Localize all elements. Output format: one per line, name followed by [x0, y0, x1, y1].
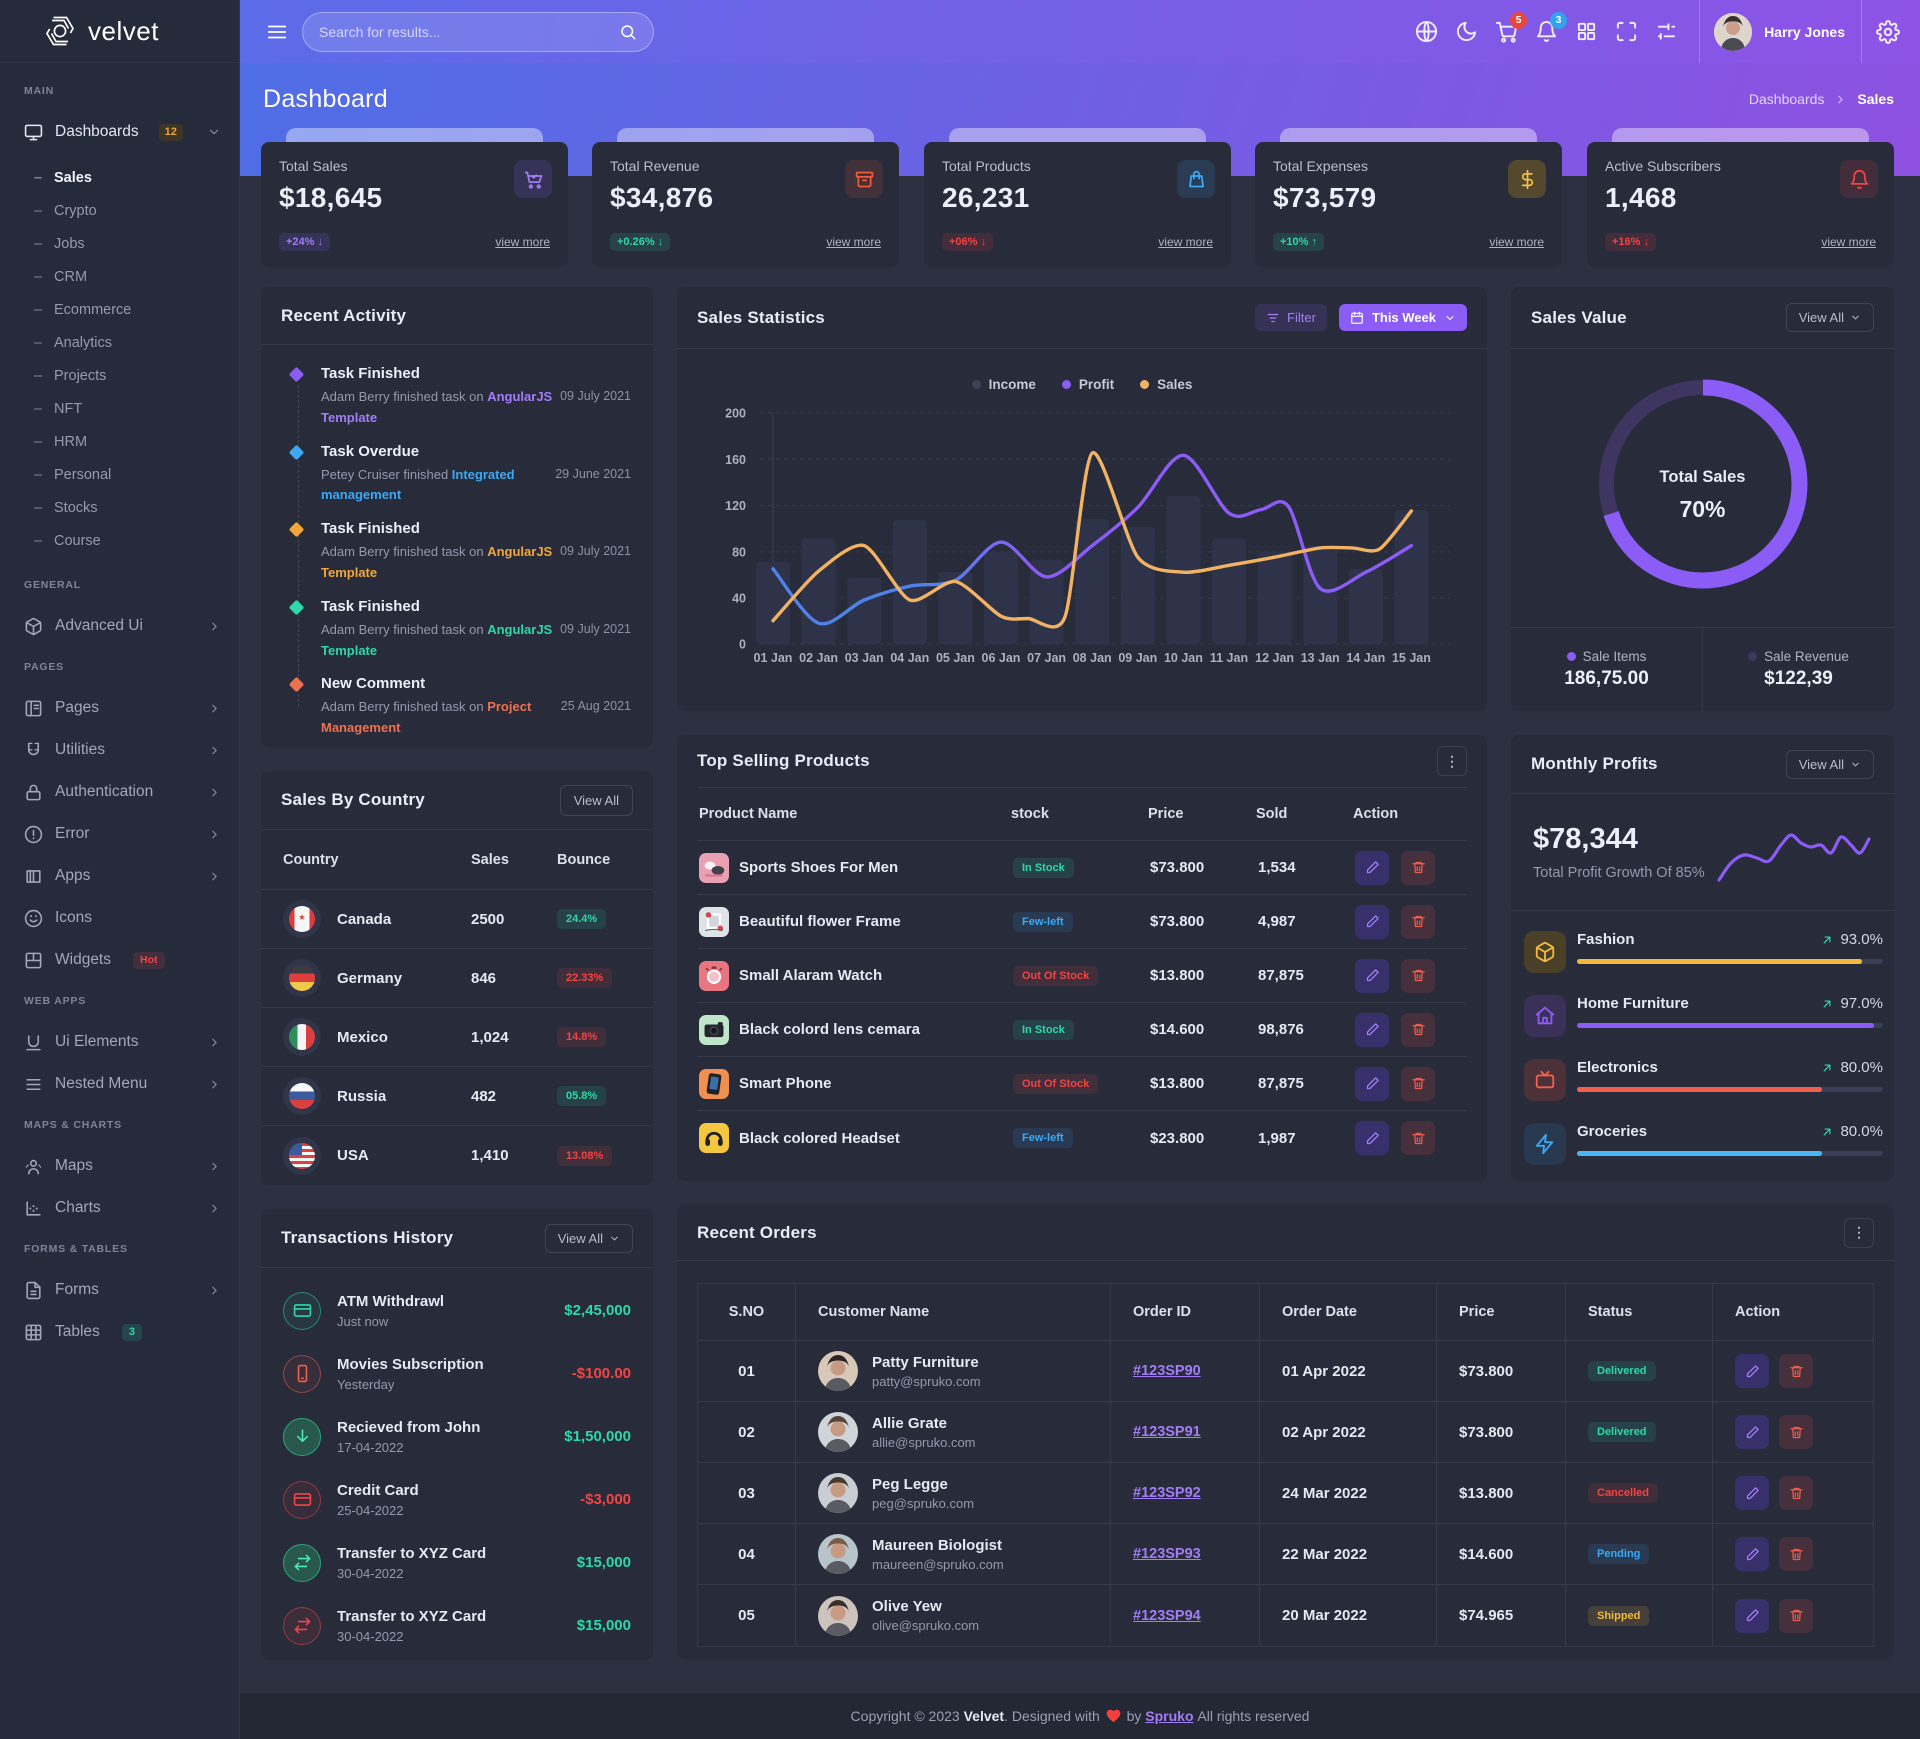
svg-text:09 Jan: 09 Jan — [1118, 651, 1157, 665]
svg-text:11 Jan: 11 Jan — [1210, 651, 1248, 665]
svg-text:03 Jan: 03 Jan — [845, 651, 884, 665]
svg-text:160: 160 — [725, 453, 746, 467]
svg-text:01 Jan: 01 Jan — [754, 651, 793, 665]
svg-text:15 Jan: 15 Jan — [1392, 651, 1431, 665]
svg-text:06 Jan: 06 Jan — [982, 651, 1021, 665]
svg-text:0: 0 — [739, 638, 746, 652]
svg-text:12 Jan: 12 Jan — [1255, 651, 1294, 665]
svg-text:04 Jan: 04 Jan — [890, 651, 929, 665]
svg-text:120: 120 — [725, 499, 746, 513]
svg-text:08 Jan: 08 Jan — [1073, 651, 1112, 665]
svg-text:05 Jan: 05 Jan — [936, 651, 975, 665]
svg-text:14 Jan: 14 Jan — [1346, 651, 1385, 665]
svg-text:200: 200 — [725, 407, 746, 421]
svg-text:10 Jan: 10 Jan — [1164, 651, 1203, 665]
svg-text:02 Jan: 02 Jan — [799, 651, 838, 665]
svg-text:80: 80 — [732, 545, 746, 559]
svg-text:07 Jan: 07 Jan — [1027, 651, 1066, 665]
svg-text:40: 40 — [732, 592, 746, 606]
svg-text:13 Jan: 13 Jan — [1301, 651, 1340, 665]
